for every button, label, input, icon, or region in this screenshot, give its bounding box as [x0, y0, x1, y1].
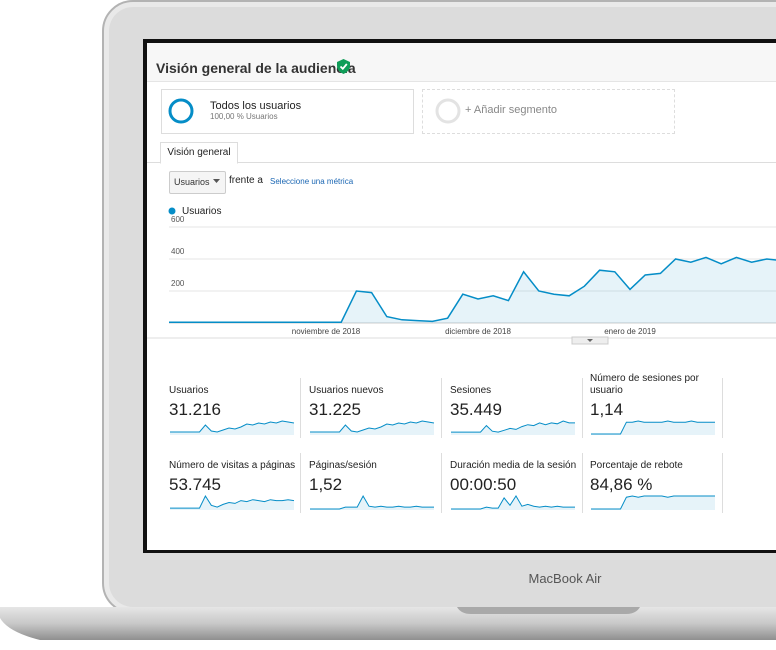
metric-tile[interactable]: Páginas/sesión 1,52 [309, 453, 441, 513]
legend-dot [168, 207, 176, 215]
separator [722, 453, 723, 513]
separator [300, 453, 301, 513]
add-segment-label[interactable]: + Añadir segmento [465, 104, 558, 116]
metric-tile[interactable]: Sesiones 35.449 [450, 378, 582, 438]
tab-rule [147, 162, 776, 163]
metric-tile[interactable]: Número de sesiones por usuario 1,14 [590, 373, 722, 438]
y-tick-label: 600 [171, 215, 185, 224]
sparkline-line [310, 494, 434, 510]
sparkline-area [591, 496, 715, 510]
compare-label: frente a [229, 175, 263, 186]
device-label: MacBook Air [529, 571, 603, 586]
metric-value: 1,52 [309, 475, 343, 494]
metric-dropdown[interactable] [169, 171, 226, 194]
series-area [169, 257, 776, 323]
sparkline [451, 420, 575, 435]
sparkline-area [310, 421, 434, 435]
page-title: Visión general de la audiencia [156, 60, 356, 76]
segment-detail: 100,00 % Usuarios [210, 112, 278, 121]
metric-value: 35.449 [450, 400, 502, 419]
metric-tile[interactable]: Número de visitas a páginas 53.745 [169, 453, 301, 513]
metric-label: Número de visitas a páginas [169, 460, 296, 471]
sparkline [310, 494, 434, 510]
sparkline-line [170, 420, 295, 433]
sparkline-line [310, 420, 435, 433]
separator [582, 453, 583, 513]
metric-link[interactable]: Seleccione una métrica [270, 177, 354, 186]
metric-label: Sesiones [450, 385, 492, 396]
segment-card[interactable] [161, 89, 414, 134]
sparkline-line [170, 494, 295, 509]
metric-tile[interactable]: Duración media de la sesión 00:00:50 [450, 453, 582, 513]
screen: Visión general de la audiencia Todos los… [147, 43, 776, 550]
metric-label: Duración media de la sesión [450, 460, 577, 471]
sparkline-line [591, 420, 715, 435]
add-segment-ring [435, 98, 461, 124]
metric-label: Usuarios [169, 385, 209, 396]
sparkline-line [591, 495, 715, 510]
metric-label: Porcentaje de rebote [590, 460, 683, 471]
metric-label: Usuarios nuevos [309, 385, 384, 396]
x-tick-label: enero de 2019 [604, 327, 656, 336]
metric-tile[interactable]: Usuarios nuevos 31.225 [309, 378, 441, 438]
sparkline-area [591, 421, 715, 435]
sparkline [170, 420, 295, 435]
header-bar [147, 43, 776, 82]
metric-tile[interactable]: Porcentaje de rebote 84,86 % [590, 453, 722, 513]
segment-ring [168, 98, 194, 124]
metric-value: 53.745 [169, 475, 221, 494]
legend-label: Usuarios [182, 206, 221, 217]
dropdown-caret [213, 179, 220, 183]
metric-tile[interactable]: Usuarios 31.216 [169, 378, 301, 438]
metric-label: Número de sesiones por usuario [590, 373, 699, 396]
metric-value: 1,14 [590, 400, 624, 419]
notch [457, 607, 640, 614]
metric-value: 00:00:50 [450, 475, 517, 494]
base [0, 607, 776, 640]
separator [300, 378, 301, 438]
metric-label: Páginas/sesión [309, 460, 377, 471]
y-tick-label: 200 [171, 279, 185, 288]
chart: 200 400 600 noviembre de 2018 diciembre de 2… [147, 206, 776, 345]
metric-dropdown-label: Usuarios [174, 177, 210, 187]
sparkline [591, 420, 715, 435]
add-segment[interactable] [422, 89, 675, 134]
handle-caret [587, 339, 593, 342]
y-tick-label: 400 [171, 247, 185, 256]
sparkline [591, 495, 715, 510]
sparkline [451, 495, 575, 510]
series-line [169, 256, 776, 323]
sparkline-line [451, 420, 575, 433]
sparkline-area [170, 421, 294, 435]
metric-value: 31.225 [309, 400, 361, 419]
separator [582, 378, 583, 438]
x-tick-label: diciembre de 2018 [445, 327, 511, 336]
sparkline-area [310, 496, 434, 510]
tab[interactable]: Visión general [160, 142, 238, 164]
separator [441, 378, 442, 438]
sparkline-area [451, 496, 575, 510]
x-tick-label: noviembre de 2018 [292, 327, 361, 336]
sparkline [170, 494, 295, 510]
separator [441, 453, 442, 513]
segment-name: Todos los usuarios [210, 100, 302, 112]
metric-value: 31.216 [169, 400, 221, 419]
sparkline-line [451, 495, 575, 510]
verified-icon [337, 59, 350, 74]
metric-value: 84,86 % [590, 475, 653, 494]
sparkline-area [451, 421, 575, 435]
sparkline [310, 420, 435, 435]
separator [722, 378, 723, 438]
